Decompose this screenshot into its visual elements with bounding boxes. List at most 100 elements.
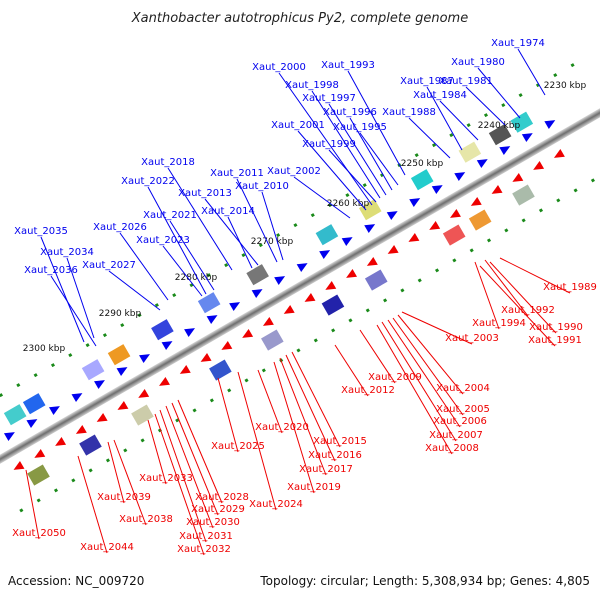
gene-label[interactable]: Xaut_2013 bbox=[178, 188, 232, 199]
tick-dot bbox=[449, 133, 454, 138]
reverse-gene-arrow bbox=[117, 400, 129, 410]
gene-label[interactable]: Xaut_2014 bbox=[201, 206, 255, 217]
forward-gene-arrow bbox=[139, 354, 150, 364]
gene-feature-box bbox=[315, 224, 339, 246]
gene-label[interactable]: Xaut_1981 bbox=[439, 76, 493, 87]
label-leader-line bbox=[489, 261, 557, 334]
gene-label[interactable]: Xaut_2028 bbox=[195, 492, 249, 503]
gene-label[interactable]: Xaut_2032 bbox=[177, 544, 231, 555]
label-leader-line bbox=[328, 103, 387, 196]
tick-dot bbox=[414, 153, 419, 158]
gene-label[interactable]: Xaut_2007 bbox=[429, 430, 483, 441]
gene-label[interactable]: Xaut_2039 bbox=[97, 492, 151, 503]
gene-label[interactable]: Xaut_2000 bbox=[252, 62, 306, 73]
tick-dots bbox=[0, 63, 595, 513]
gene-label[interactable]: Xaut_1999 bbox=[302, 139, 356, 150]
gene-label[interactable]: Xaut_2029 bbox=[191, 504, 245, 515]
gene-label[interactable]: Xaut_2030 bbox=[186, 517, 240, 528]
gene-label[interactable]: Xaut_2021 bbox=[143, 210, 197, 221]
gene-label[interactable]: Xaut_2011 bbox=[210, 168, 264, 179]
gene-label[interactable]: Xaut_1989 bbox=[543, 282, 597, 293]
gene-feature-box bbox=[321, 294, 345, 316]
label-leader-line bbox=[66, 257, 95, 339]
tick-dot bbox=[258, 243, 263, 248]
forward-gene-arrow bbox=[274, 276, 286, 286]
gene-label[interactable]: Xaut_2027 bbox=[82, 260, 136, 271]
gene-label[interactable]: Xaut_2023 bbox=[136, 235, 190, 246]
reverse-gene-arrow bbox=[429, 220, 441, 230]
gene-label[interactable]: Xaut_2035 bbox=[14, 226, 68, 237]
gene-label[interactable]: Xaut_2031 bbox=[179, 531, 233, 542]
gene-label[interactable]: Xaut_2019 bbox=[287, 482, 341, 493]
gene-label[interactable]: Xaut_2026 bbox=[93, 222, 147, 233]
label-leader-line bbox=[50, 275, 97, 347]
gene-label[interactable]: Xaut_2002 bbox=[267, 166, 321, 177]
tick-dot bbox=[88, 468, 93, 473]
gene-label[interactable]: Xaut_1995 bbox=[333, 122, 387, 133]
label-leader-line bbox=[237, 371, 277, 511]
gene-label[interactable]: Xaut_2004 bbox=[436, 383, 490, 394]
gene-label[interactable]: Xaut_2012 bbox=[341, 385, 395, 396]
gene-label[interactable]: Xaut_1993 bbox=[321, 60, 375, 71]
kbp-tick-label: 2260 kbp bbox=[327, 199, 370, 209]
gene-label[interactable]: Xaut_2036 bbox=[24, 265, 78, 276]
tick-dot bbox=[466, 123, 471, 128]
reverse-gene-arrow bbox=[304, 292, 316, 302]
gene-label[interactable]: Xaut_2005 bbox=[436, 404, 490, 415]
tick-dot bbox=[486, 238, 492, 243]
gene-label[interactable]: Xaut_2010 bbox=[235, 181, 289, 192]
tick-dot bbox=[365, 308, 370, 313]
reverse-gene-arrow bbox=[366, 256, 378, 266]
label-leader-line bbox=[439, 100, 479, 141]
gene-label[interactable]: Xaut_2017 bbox=[299, 464, 353, 475]
gene-label[interactable]: Xaut_2008 bbox=[425, 443, 479, 454]
gene-label[interactable]: Xaut_2018 bbox=[141, 157, 195, 168]
gene-label[interactable]: Xaut_1974 bbox=[491, 38, 545, 49]
gene-label[interactable]: Xaut_2034 bbox=[40, 247, 94, 258]
forward-gene-arrow bbox=[48, 406, 60, 416]
gene-label[interactable]: Xaut_1994 bbox=[472, 318, 526, 329]
label-leader-line bbox=[479, 265, 556, 347]
gene-label[interactable]: Xaut_2009 bbox=[368, 372, 422, 383]
label-leader-line bbox=[387, 319, 461, 428]
kbp-tick-label: 2300 kbp bbox=[23, 344, 66, 354]
gene-feature-box bbox=[197, 292, 221, 314]
reverse-gene-arrow bbox=[512, 172, 524, 182]
reverse-gene-arrow bbox=[75, 424, 87, 434]
gene-label[interactable]: Xaut_1996 bbox=[323, 107, 377, 118]
gene-label[interactable]: Xaut_2044 bbox=[80, 542, 134, 553]
gene-label[interactable]: Xaut_1991 bbox=[528, 335, 582, 346]
reverse-gene-arrow bbox=[325, 280, 337, 290]
gene-label[interactable]: Xaut_1988 bbox=[382, 107, 436, 118]
gene-label[interactable]: Xaut_2024 bbox=[249, 499, 303, 510]
gene-feature-box bbox=[22, 393, 46, 415]
forward-features bbox=[3, 111, 556, 442]
tick-dot bbox=[400, 288, 405, 293]
gene-label[interactable]: Xaut_1998 bbox=[285, 80, 339, 91]
gene-label[interactable]: Xaut_2020 bbox=[255, 422, 309, 433]
gene-label[interactable]: Xaut_2050 bbox=[12, 528, 66, 539]
gene-label[interactable]: Xaut_1984 bbox=[413, 90, 467, 101]
gene-label[interactable]: Xaut_2001 bbox=[271, 120, 325, 131]
gene-label[interactable]: Xaut_2038 bbox=[119, 514, 173, 525]
forward-gene-arrow bbox=[3, 432, 15, 442]
gene-label[interactable]: Xaut_2022 bbox=[121, 176, 175, 187]
gene-label[interactable]: Xaut_1992 bbox=[501, 305, 555, 316]
gene-label[interactable]: Xaut_2025 bbox=[211, 441, 265, 452]
label-leader-line bbox=[261, 191, 284, 261]
gene-label[interactable]: Xaut_2015 bbox=[313, 436, 367, 447]
forward-gene-arrow bbox=[454, 172, 466, 182]
label-leader-line bbox=[291, 351, 341, 448]
gene-label[interactable]: Xaut_1980 bbox=[451, 57, 505, 68]
tick-dot bbox=[209, 398, 214, 403]
gene-label[interactable]: Xaut_1997 bbox=[302, 93, 356, 104]
gene-label[interactable]: Xaut_2003 bbox=[445, 333, 499, 344]
gene-label[interactable]: Xaut_1990 bbox=[529, 322, 583, 333]
gene-label[interactable]: Xaut_2016 bbox=[308, 450, 362, 461]
kbp-tick-label: 2270 kbp bbox=[251, 237, 294, 247]
tick-dot bbox=[469, 248, 474, 253]
gene-label[interactable]: Xaut_1987 bbox=[400, 76, 454, 87]
gene-label[interactable]: Xaut_2033 bbox=[139, 473, 193, 484]
reverse-gene-arrow bbox=[387, 244, 399, 254]
gene-label[interactable]: Xaut_2006 bbox=[433, 416, 487, 427]
